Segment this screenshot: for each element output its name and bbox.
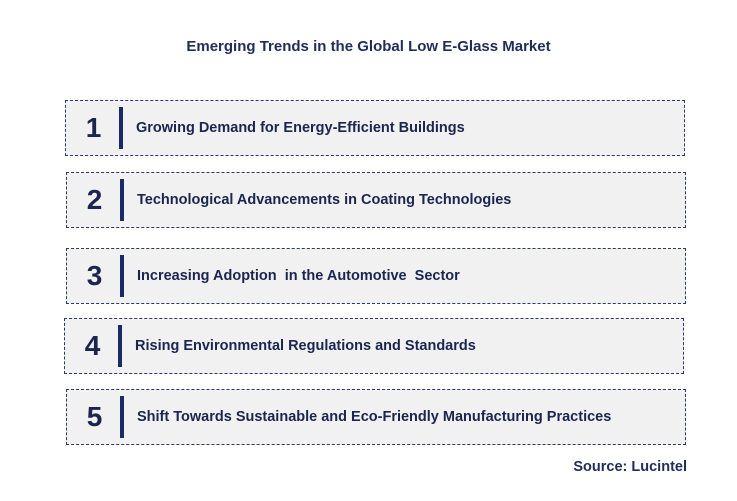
diagram-title: Emerging Trends in the Global Low E-Glas…: [186, 38, 551, 55]
trend-divider-bar: [119, 107, 123, 149]
trend-item-2: 2 Technological Advancements in Coating …: [66, 172, 686, 228]
trend-divider-bar: [118, 325, 122, 367]
trend-label: Growing Demand for Energy-Efficient Buil…: [136, 120, 465, 136]
trend-number: 5: [86, 401, 103, 432]
trend-label: Rising Environmental Regulations and Sta…: [135, 338, 476, 354]
trend-number: 1: [85, 112, 102, 143]
trend-number: 4: [84, 330, 101, 361]
source-credit: Source: Lucintel: [573, 459, 687, 475]
trend-divider-bar: [120, 396, 124, 438]
trend-item-4: 4 Rising Environmental Regulations and S…: [64, 318, 684, 374]
trend-label: Shift Towards Sustainable and Eco-Friend…: [137, 409, 612, 425]
trend-item-1: 1 Growing Demand for Energy-Efficient Bu…: [65, 100, 685, 156]
trend-label: Technological Advancements in Coating Te…: [137, 192, 512, 208]
trend-label: Increasing Adoption in the Automotive Se…: [137, 268, 460, 284]
trend-divider-bar: [120, 179, 124, 221]
trend-number: 3: [86, 260, 103, 291]
trend-item-3: 3 Increasing Adoption in the Automotive …: [66, 248, 686, 304]
trend-item-5: 5 Shift Towards Sustainable and Eco-Frie…: [66, 389, 686, 445]
trend-divider-bar: [120, 255, 124, 297]
trend-number: 2: [86, 184, 103, 215]
